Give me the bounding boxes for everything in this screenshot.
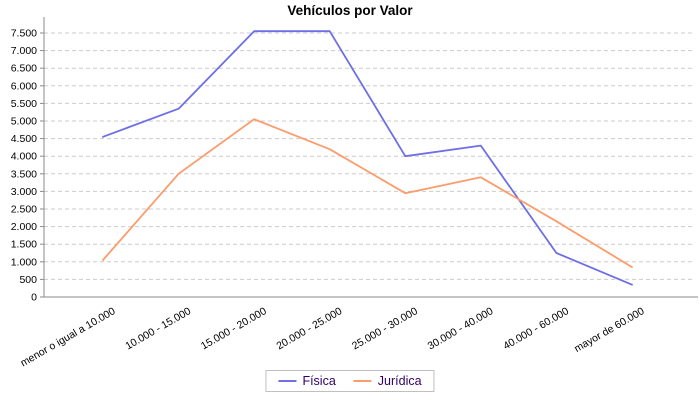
svg-text:25.000 - 30.000: 25.000 - 30.000 — [350, 305, 420, 352]
svg-text:1.500: 1.500 — [11, 239, 37, 251]
svg-text:menor o igual a 10.000: menor o igual a 10.000 — [18, 305, 117, 369]
legend-label-juridica: Jurídica — [377, 374, 422, 388]
svg-text:2.000: 2.000 — [11, 221, 37, 233]
legend-label-fisica: Física — [302, 374, 336, 388]
svg-text:0: 0 — [31, 292, 37, 304]
legend-item-fisica: Física — [278, 374, 336, 388]
svg-text:20.000 - 25.000: 20.000 - 25.000 — [275, 305, 345, 352]
svg-text:3.500: 3.500 — [11, 168, 37, 180]
svg-text:6.000: 6.000 — [11, 80, 37, 92]
svg-text:mayor de 60.000: mayor de 60.000 — [572, 305, 646, 355]
svg-text:1.000: 1.000 — [11, 256, 37, 268]
svg-text:30.000 - 40.000: 30.000 - 40.000 — [426, 305, 496, 352]
chart-title: Vehículos por Valor — [287, 3, 413, 18]
svg-text:7.500: 7.500 — [11, 28, 37, 40]
svg-text:4.500: 4.500 — [11, 133, 37, 145]
svg-text:6.500: 6.500 — [11, 63, 37, 75]
svg-text:7.000: 7.000 — [11, 45, 37, 57]
svg-text:15.000 - 20.000: 15.000 - 20.000 — [199, 305, 269, 352]
juridica-line-swatch — [353, 380, 372, 382]
svg-text:4.000: 4.000 — [11, 151, 37, 163]
svg-text:2.500: 2.500 — [11, 204, 37, 216]
legend-item-juridica: Jurídica — [353, 374, 422, 388]
svg-text:500: 500 — [19, 274, 37, 286]
svg-text:40.000 - 60.000: 40.000 - 60.000 — [501, 305, 571, 352]
svg-text:10.000 - 15.000: 10.000 - 15.000 — [123, 305, 193, 352]
chart-legend: Física Jurídica — [265, 370, 435, 392]
svg-text:5.000: 5.000 — [11, 116, 37, 128]
svg-text:3.000: 3.000 — [11, 186, 37, 198]
fisica-line-swatch — [278, 380, 297, 382]
svg-text:5.500: 5.500 — [11, 98, 37, 110]
